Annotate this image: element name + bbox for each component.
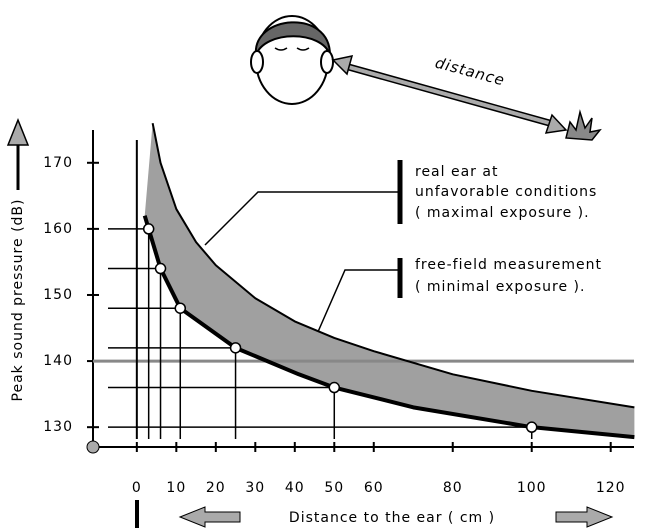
annotation: ( minimal exposure ). <box>415 279 585 295</box>
distance-label: distance <box>433 54 507 90</box>
origin-dot <box>86 440 100 454</box>
annotation: real ear at <box>415 164 498 180</box>
x-tick-label: 100 <box>517 480 547 496</box>
data-point <box>328 381 341 394</box>
face-icon <box>250 15 334 105</box>
x-tick-label: 60 <box>364 480 384 496</box>
x-tick-label: 50 <box>324 480 344 496</box>
x-tick-label: 30 <box>245 480 265 496</box>
annotation: free-field measurement <box>415 257 602 273</box>
data-point <box>525 421 538 433</box>
y-axis-label: Peak sound pressure (dB) <box>10 199 26 402</box>
data-point <box>174 302 187 314</box>
x-axis-label: Distance to the ear ( cm ) <box>289 510 495 526</box>
x-tick-label: 40 <box>285 480 305 496</box>
y-tick-label: 130 <box>43 419 73 435</box>
curve <box>151 122 635 409</box>
data-point <box>229 342 242 354</box>
annotation: ( maximal exposure ). <box>415 205 590 221</box>
data-point <box>142 223 155 235</box>
annotation: unfavorable conditions <box>415 184 597 200</box>
exposure-band <box>144 123 635 438</box>
x-tick-label: 20 <box>206 480 226 496</box>
y-arrow <box>6 117 30 190</box>
curve <box>142 215 635 440</box>
x-arrows <box>135 500 614 528</box>
explosion-icon <box>565 109 602 141</box>
y-tick-label: 140 <box>43 353 73 369</box>
data-point <box>154 262 167 275</box>
x-tick-label: 0 <box>132 480 142 496</box>
x-tick-label: 80 <box>443 480 463 496</box>
x-tick-label: 10 <box>166 480 186 496</box>
y-tick-label: 160 <box>43 221 73 237</box>
y-tick-label: 150 <box>43 287 73 303</box>
y-tick-label: 170 <box>43 155 73 171</box>
x-tick-label: 120 <box>596 480 626 496</box>
distance-arrow <box>331 55 568 134</box>
